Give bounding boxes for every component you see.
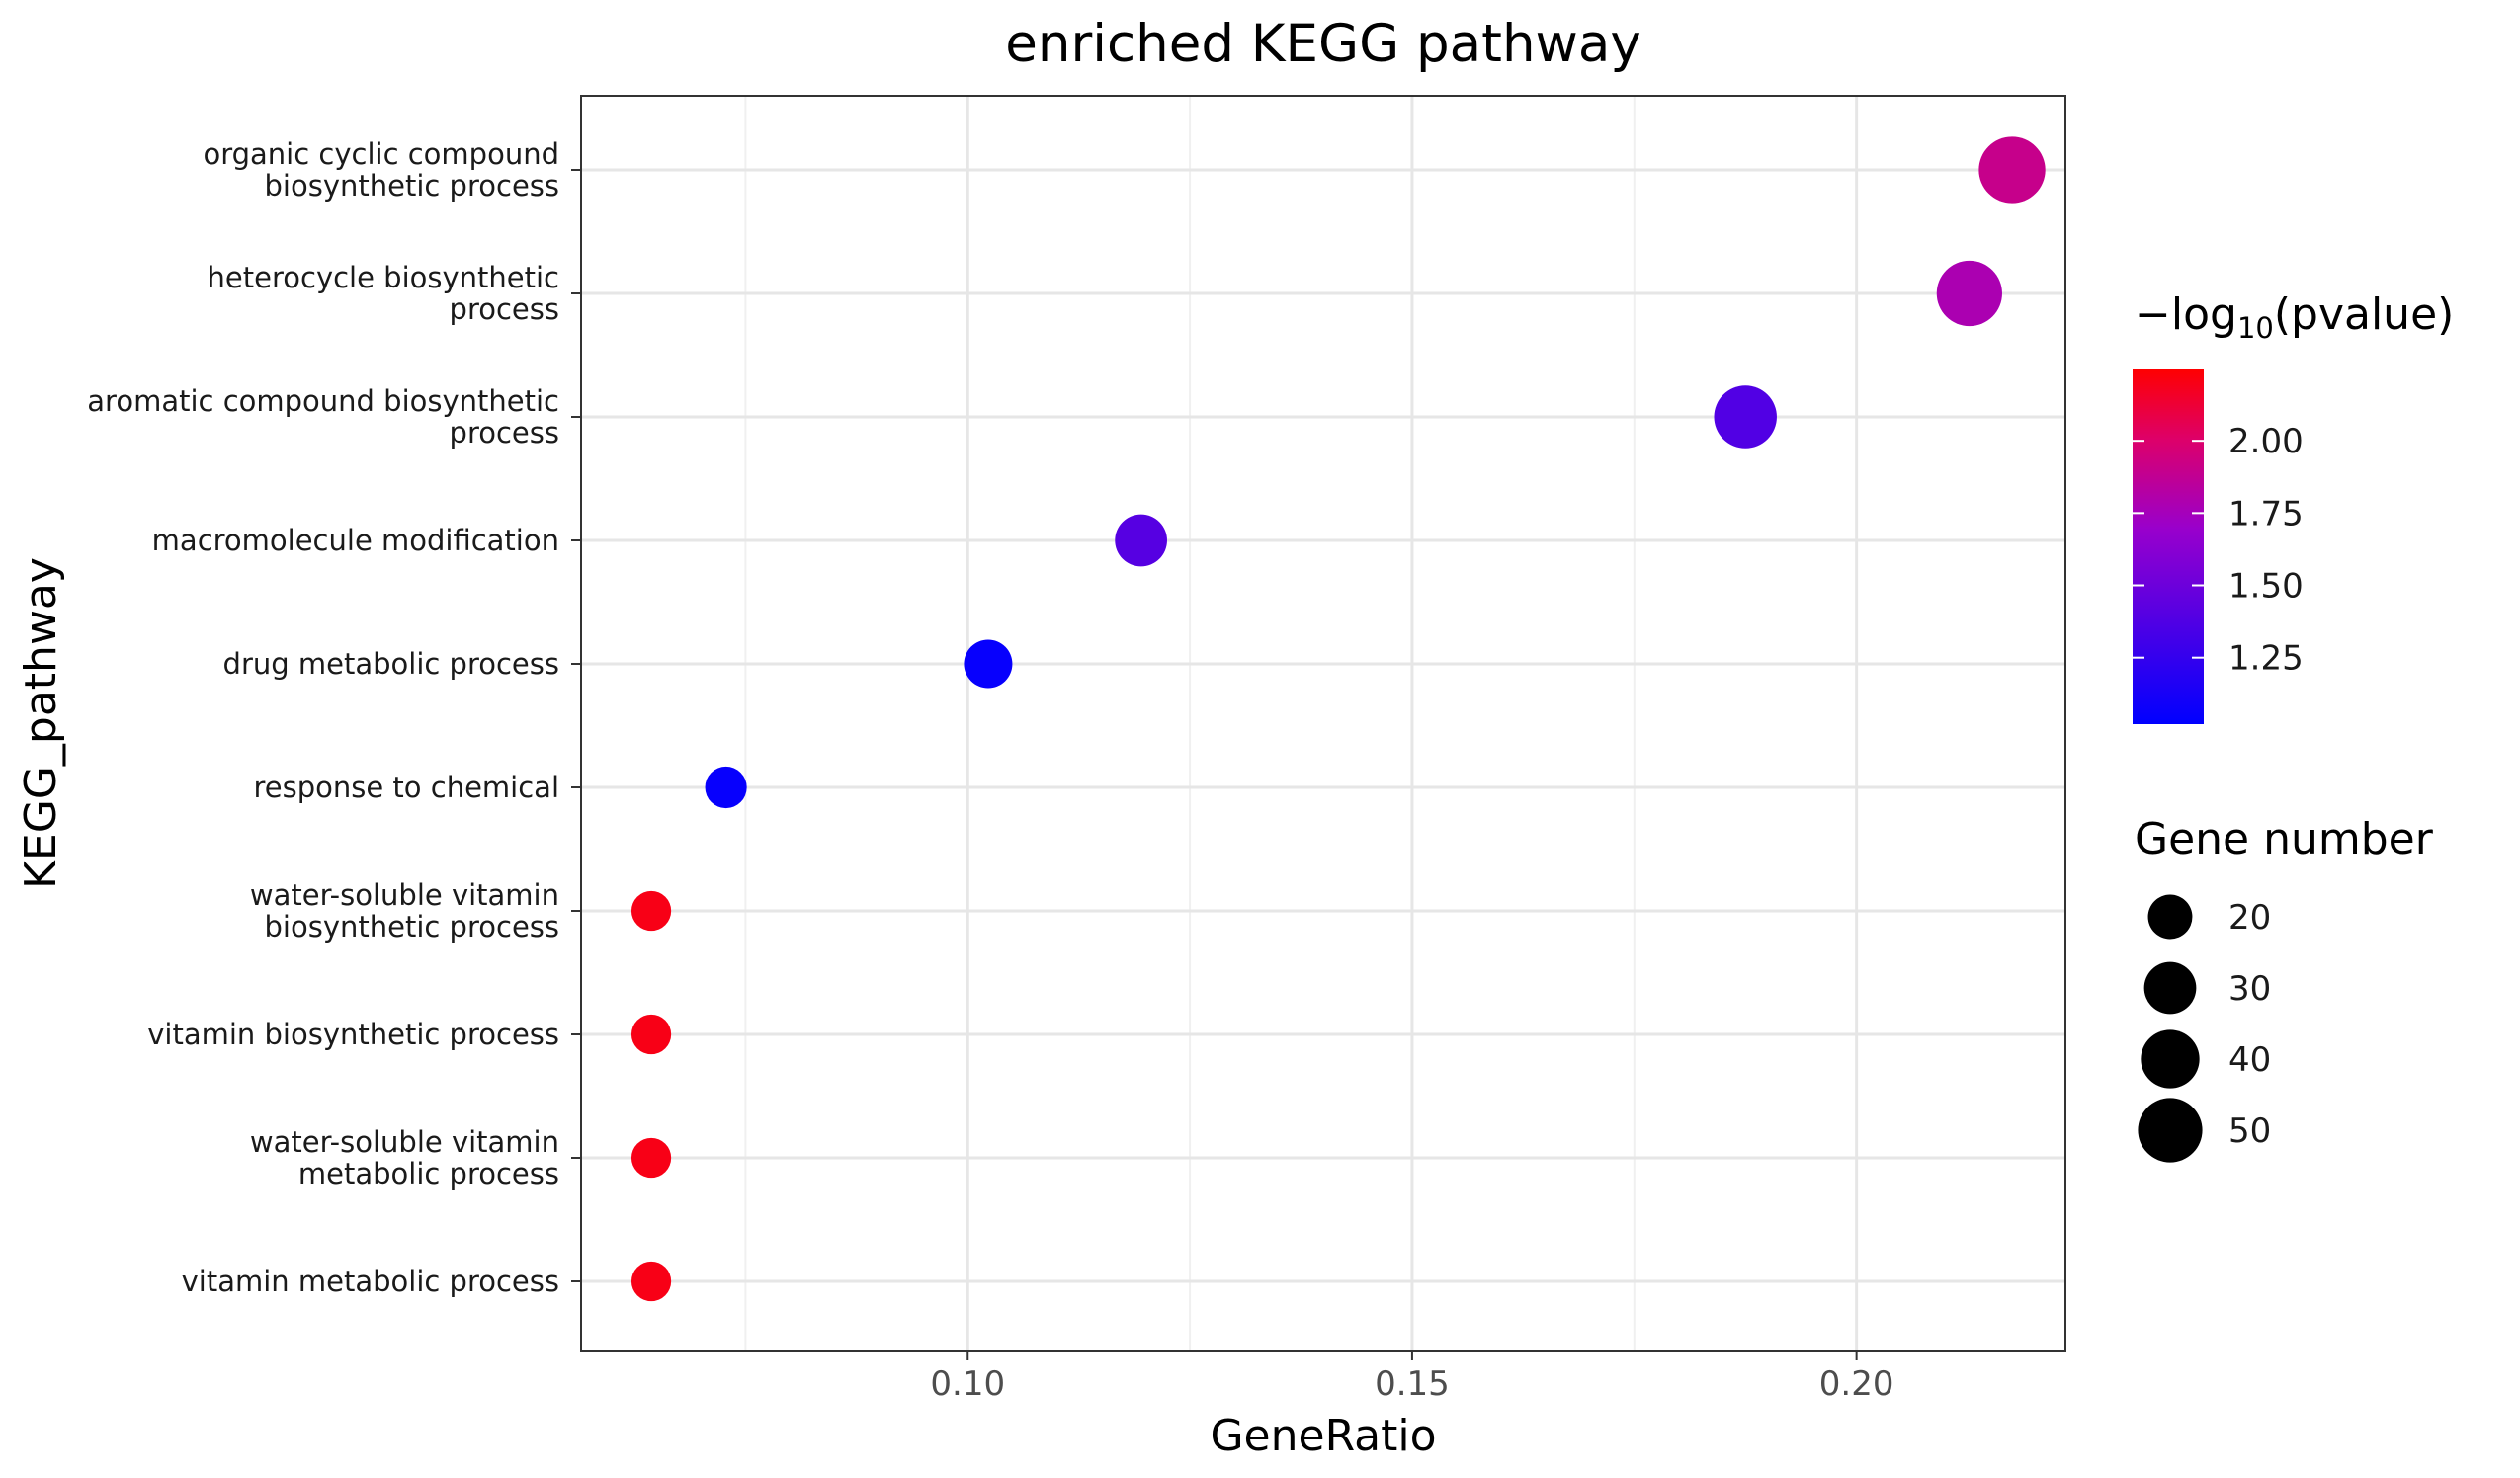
y-tick-label: metabolic process <box>298 1157 559 1191</box>
data-point <box>964 639 1013 689</box>
data-point <box>630 890 672 932</box>
y-tick-label: biosynthetic process <box>265 169 559 203</box>
y-tick-label: aromatic compound biosynthetic <box>87 384 559 418</box>
data-point <box>1978 136 2046 204</box>
y-tick-label: process <box>450 292 559 326</box>
color-legend-label: 1.50 <box>2228 567 2304 607</box>
size-legend-key <box>2147 894 2193 940</box>
data-point <box>1936 260 2002 327</box>
x-tick-label: 0.10 <box>930 1364 1005 1404</box>
chart-title: enriched KEGG pathway <box>1005 14 1640 74</box>
grid-major <box>581 96 2065 1351</box>
y-tick-label: water-soluble vitamin <box>250 878 559 912</box>
size-legend-key <box>2141 1029 2200 1089</box>
y-tick-label: water-soluble vitamin <box>250 1125 559 1159</box>
color-legend-title-subscript: 10 <box>2237 311 2274 345</box>
x-tick-label: 0.15 <box>1375 1364 1450 1404</box>
size-legend-key <box>2143 961 2197 1015</box>
y-tick-label: biosynthetic process <box>265 910 559 944</box>
size-legend-title: Gene number <box>2135 814 2434 864</box>
y-tick-label: process <box>450 416 559 450</box>
color-legend-bar <box>2133 369 2204 724</box>
color-legend-label: 1.25 <box>2228 639 2304 679</box>
size-legend: 20 30 40 50 <box>2138 894 2271 1163</box>
x-axis-title: GeneRatio <box>1210 1411 1436 1461</box>
y-tick-label: vitamin metabolic process <box>182 1265 559 1298</box>
y-tick-label: vitamin biosynthetic process <box>147 1018 559 1051</box>
x-tick-label: 0.20 <box>1819 1364 1894 1404</box>
color-legend-label: 2.00 <box>2228 422 2304 461</box>
size-legend-label: 40 <box>2228 1040 2271 1080</box>
y-tick-label: heterocycle biosynthetic <box>208 261 559 294</box>
y-tick-label: drug metabolic process <box>223 647 559 681</box>
size-legend-key <box>2138 1098 2203 1163</box>
plot-border <box>580 95 2066 1352</box>
data-point <box>630 1261 672 1302</box>
data-point <box>1115 514 1167 567</box>
data-points <box>630 136 2046 1302</box>
size-legend-label: 50 <box>2228 1111 2271 1151</box>
data-point <box>705 766 747 809</box>
y-tick-label: response to chemical <box>253 771 559 804</box>
y-tick-label: macromolecule modification <box>152 524 559 557</box>
data-point <box>630 1014 672 1055</box>
size-legend-label: 30 <box>2228 969 2271 1009</box>
color-legend-label: 1.75 <box>2228 494 2304 534</box>
x-axis-ticks: 0.10 0.15 0.20 <box>930 1351 1893 1404</box>
color-legend-title: −log10(pvalue) <box>2135 289 2454 345</box>
size-legend-label: 20 <box>2228 898 2271 938</box>
y-tick-label: organic cyclic compound <box>203 137 559 171</box>
color-legend-title-suffix: (pvalue) <box>2274 289 2454 340</box>
data-point <box>630 1137 672 1179</box>
y-axis-title: KEGG_pathway <box>16 557 66 889</box>
color-legend-title-prefix: −log <box>2135 289 2237 340</box>
data-point <box>1714 385 1777 449</box>
color-legend-ticks: 2.00 1.75 1.50 1.25 <box>2133 422 2304 679</box>
grid-minor <box>744 96 1636 1351</box>
plot-background <box>581 96 2065 1351</box>
